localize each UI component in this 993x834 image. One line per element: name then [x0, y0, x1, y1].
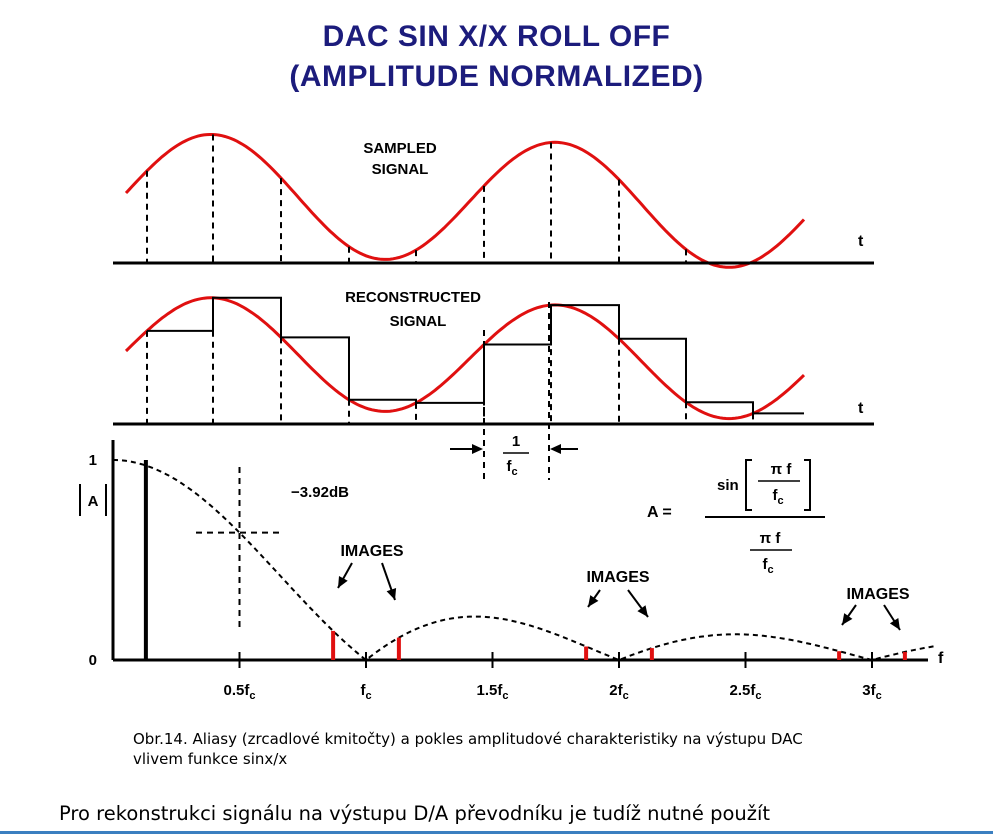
images-arrowhead	[637, 605, 648, 617]
y-ticks: 01	[89, 452, 97, 669]
formula-bracket-left	[745, 459, 752, 511]
sampled-sample-lines	[146, 134, 754, 263]
images-arrowhead	[842, 613, 853, 625]
caption-line-1: Obr.14. Aliasy (zrcadlové kmitočty) a po…	[133, 730, 803, 748]
formula-sin: sin	[717, 477, 739, 494]
caption-line-2: vlivem funkce sinx/x	[133, 750, 288, 768]
figure: SAMPLED SIGNAL t RECONSTRUCTED SIGNAL t …	[79, 133, 944, 702]
formula-denom-den: fc	[762, 556, 773, 576]
marker-label: −3.92dB	[291, 484, 349, 501]
period-numerator: 1	[512, 433, 520, 450]
images-arrowhead	[889, 618, 900, 630]
formula-lhs: A =	[647, 504, 672, 521]
divider	[0, 831, 993, 834]
sampled-panel: SAMPLED SIGNAL t	[113, 133, 874, 269]
staircase-reconstruction	[147, 296, 804, 415]
x-tick-label: 0.5fc	[224, 682, 256, 702]
chart-title-line-1: DAC SIN X/X ROLL OFF	[322, 20, 671, 53]
x-ticks: 0.5fc fc 1.5fc 2fc 2.5fc 3fc	[224, 652, 882, 702]
x-tick-label: 1.5fc	[477, 682, 509, 702]
period-arrowhead-right	[550, 444, 561, 454]
body-paragraph: Pro rekonstrukci signálu na výstupu D/A …	[59, 802, 771, 825]
images-label: IMAGES	[586, 569, 649, 586]
x-tick-label: 2.5fc	[730, 682, 762, 702]
formula: A = sin π f fc π f fc	[647, 459, 825, 576]
images-arrowhead	[386, 588, 397, 600]
formula-denom-num: π f	[760, 530, 782, 547]
spectral-lines	[143, 460, 907, 660]
sinc-envelope	[113, 459, 936, 662]
period-arrowhead-left	[472, 444, 483, 454]
images-arrowhead	[588, 595, 599, 607]
y-label-letter: A	[88, 493, 99, 510]
period-marker: 1 fc	[450, 433, 578, 478]
figure-caption: Obr.14. Aliasy (zrcadlové kmitočty) a po…	[133, 729, 973, 769]
formula-bracket-right	[804, 459, 811, 511]
images-label: IMAGES	[846, 586, 909, 603]
reconstructed-sample-lines	[146, 297, 754, 480]
reconstructed-signal-curve	[124, 296, 806, 421]
sampled-t-label: t	[858, 233, 864, 250]
reconstructed-t-label: t	[858, 400, 864, 417]
images-arrowhead	[338, 576, 348, 588]
image-annotations: IMAGES IMAGES IMAGES	[337, 543, 910, 631]
formula-inner-den: fc	[772, 487, 783, 507]
x-tick-label: 2fc	[609, 682, 628, 702]
sampled-label-line-2: SIGNAL	[372, 161, 429, 178]
x-tick-label: fc	[360, 682, 371, 702]
sampled-signal-curve	[124, 133, 806, 269]
sampled-label-line-1: SAMPLED	[363, 140, 437, 157]
period-denominator: fc	[506, 458, 517, 478]
spectrum-chart: f A 0.5fc fc 1.5fc 2fc 2.5fc 3fc 01 −3.92dB I…	[79, 440, 944, 702]
y-axis-label: A	[79, 484, 107, 516]
y-tick-label: 0	[89, 652, 97, 669]
reconstructed-label-line-1: RECONSTRUCTED	[345, 289, 481, 306]
chart-title-line-2: (AMPLITUDE NORMALIZED)	[289, 60, 704, 93]
y-tick-label: 1	[89, 452, 97, 469]
x-tick-label: 3fc	[862, 682, 881, 702]
x-axis-label: f	[938, 650, 944, 667]
reconstructed-panel: RECONSTRUCTED SIGNAL t	[113, 289, 874, 480]
images-label: IMAGES	[340, 543, 403, 560]
reconstructed-label-line-2: SIGNAL	[390, 313, 447, 330]
formula-inner-num: π f	[771, 461, 793, 478]
minus-3-92db-marker	[196, 467, 283, 628]
